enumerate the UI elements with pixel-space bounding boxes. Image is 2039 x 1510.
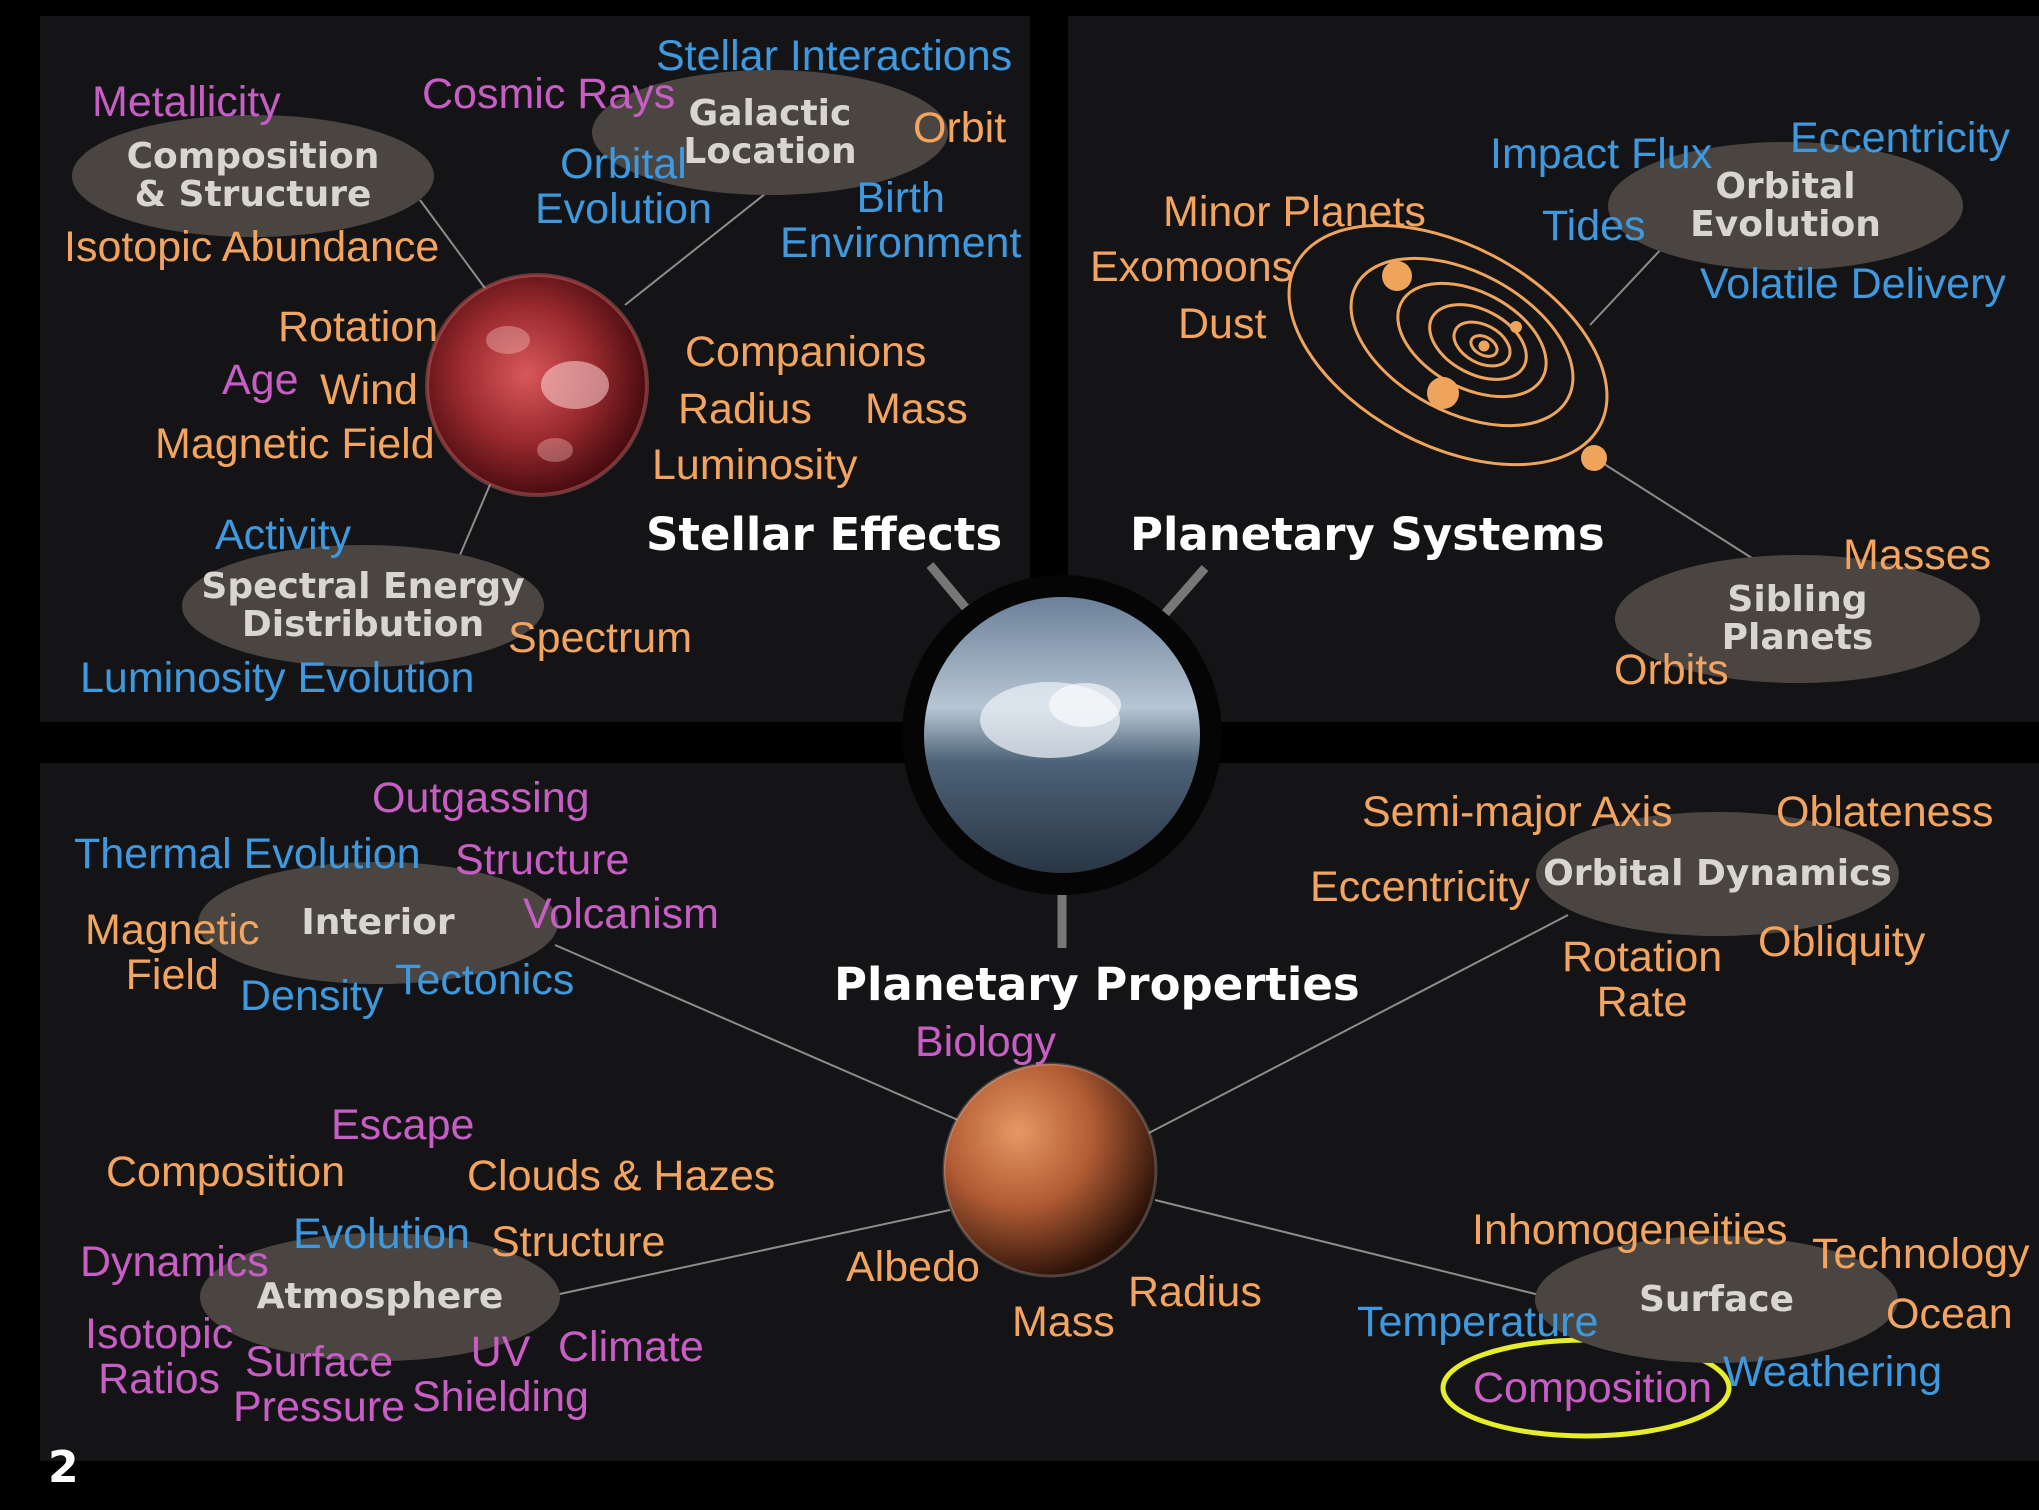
label-stellar-interactions: Stellar Interactions <box>656 32 1013 80</box>
label-outgassing: Outgassing <box>372 774 590 822</box>
label-impact-flux: Impact Flux <box>1490 130 1713 178</box>
label-surface-pressure: Surface Pressure <box>233 1338 406 1432</box>
label-dust: Dust <box>1178 300 1267 348</box>
title-planetary-properties: Planetary Properties <box>834 958 1360 1011</box>
page-number: 2 <box>48 1442 79 1493</box>
label-masses: Masses <box>1843 531 1992 579</box>
hub-sibling-planets: Sibling Planets <box>1615 555 1980 683</box>
label-magnetic-field-planet: Magnetic Field <box>85 906 260 1000</box>
label-rotation: Rotation <box>278 303 439 351</box>
label-technology: Technology <box>1812 1230 2030 1278</box>
label-composition-atmosphere: Composition <box>106 1148 345 1196</box>
label-age: Age <box>222 356 299 404</box>
hub-composition-structure: Composition & Structure <box>72 115 434 237</box>
label-birth-environment: Birth Environment <box>780 174 1022 268</box>
label-temperature: Temperature <box>1357 1298 1599 1346</box>
hub-orbital-evolution: Orbital Evolution <box>1608 142 1963 270</box>
label-exomoons: Exomoons <box>1090 243 1294 291</box>
label-magnetic-field: Magnetic Field <box>155 420 435 468</box>
hub-orbital-dynamics: Orbital Dynamics <box>1536 812 1899 936</box>
label-ocean: Ocean <box>1886 1290 2013 1338</box>
label-tectonics: Tectonics <box>395 956 575 1004</box>
earth-surface-image <box>902 575 1222 895</box>
hub-spectral-energy-distribution: Spectral Energy Distribution <box>182 545 544 667</box>
planet-image <box>942 1062 1158 1278</box>
label-thermal-evolution: Thermal Evolution <box>74 830 421 878</box>
label-volatile-delivery: Volatile Delivery <box>1700 260 2006 308</box>
label-orbits: Orbits <box>1614 646 1729 694</box>
label-orbit: Orbit <box>913 104 1007 152</box>
label-isotopic-ratios: Isotopic Ratios <box>85 1310 234 1404</box>
label-evolution: Evolution <box>293 1210 470 1258</box>
label-activity: Activity <box>215 511 352 559</box>
label-isotopic-abundance: Isotopic Abundance <box>64 223 440 271</box>
label-cosmic-rays: Cosmic Rays <box>422 70 676 118</box>
hub-surface: Surface <box>1535 1236 1898 1363</box>
label-radius-planet: Radius <box>1128 1268 1262 1316</box>
label-uv-shielding: UV Shielding <box>412 1328 589 1422</box>
label-structure-atmosphere: Structure <box>491 1218 666 1266</box>
label-volcanism: Volcanism <box>523 890 719 938</box>
label-oblateness: Oblateness <box>1776 788 1994 836</box>
label-rotation-rate: Rotation Rate <box>1562 933 1723 1027</box>
label-luminosity-evolution: Luminosity Evolution <box>80 654 475 702</box>
label-minor-planets: Minor Planets <box>1163 188 1426 236</box>
star-image <box>425 273 649 497</box>
label-albedo: Albedo <box>846 1243 980 1291</box>
label-wind: Wind <box>320 366 418 414</box>
label-climate: Climate <box>558 1323 704 1371</box>
label-inhomogeneities: Inhomogeneities <box>1472 1206 1788 1254</box>
title-planetary-systems: Planetary Systems <box>1130 508 1605 561</box>
title-stellar-effects: Stellar Effects <box>646 508 1003 561</box>
label-mass: Mass <box>865 385 968 433</box>
label-luminosity: Luminosity <box>652 441 858 489</box>
label-structure-interior: Structure <box>455 836 630 884</box>
hub-interior: Interior <box>198 862 558 984</box>
label-spectrum: Spectrum <box>508 614 693 662</box>
label-escape: Escape <box>331 1101 475 1149</box>
hub-galactic-location: Galactic Location <box>592 70 948 195</box>
label-dynamics: Dynamics <box>80 1238 269 1286</box>
label-eccentricity-systems: Eccentricity <box>1790 114 2010 162</box>
label-obliquity: Obliquity <box>1758 918 1926 966</box>
label-composition-surface: Composition <box>1473 1364 1712 1412</box>
label-orbital-evolution: Orbital Evolution <box>535 140 712 234</box>
label-tides: Tides <box>1542 202 1646 250</box>
label-density: Density <box>240 972 384 1020</box>
label-companions: Companions <box>685 328 927 376</box>
label-semi-major-axis: Semi-major Axis <box>1362 788 1673 836</box>
label-mass-planet: Mass <box>1012 1298 1115 1346</box>
label-radius: Radius <box>678 385 812 433</box>
label-eccentricity-properties: Eccentricity <box>1310 863 1530 911</box>
label-biology: Biology <box>915 1018 1057 1066</box>
label-weathering: Weathering <box>1723 1348 1943 1396</box>
connector-lines <box>419 189 1756 1306</box>
hub-atmosphere: Atmosphere <box>200 1233 560 1361</box>
label-clouds-hazes: Clouds & Hazes <box>467 1152 776 1200</box>
label-metallicity: Metallicity <box>92 78 281 126</box>
orbit-diagram-icon <box>1287 223 1609 471</box>
